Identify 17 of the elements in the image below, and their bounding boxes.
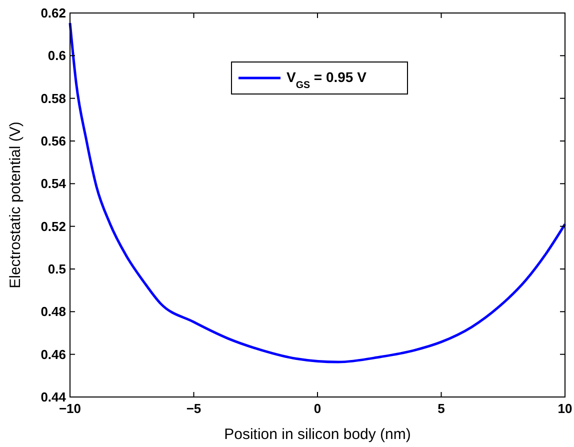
y-tick-label: 0.46 — [40, 346, 66, 362]
y-axis-title: Electrostatic potential (V) — [7, 122, 24, 288]
legend-label: V$_{GS}$ = 0.95 V — [286, 69, 368, 90]
y-tick-label: 0.6 — [48, 48, 66, 64]
y-tick-label: 0.52 — [40, 218, 66, 234]
y-tick-label: 0.48 — [40, 304, 66, 320]
y-tick-label: 0.58 — [40, 90, 66, 106]
x-tick-label: 10 — [558, 401, 572, 416]
y-tick-label: 0.5 — [48, 262, 66, 276]
line-series — [68, 22, 566, 364]
x-tick-label: −5 — [186, 401, 202, 416]
x-axis-title: Position in silicon body (nm) — [224, 426, 411, 443]
x-tick-label: 0 — [314, 401, 322, 416]
y-tick-label: 0.56 — [40, 134, 66, 148]
y-tick-label: 0.54 — [40, 176, 67, 192]
y-tick-label: 0.62 — [40, 6, 66, 20]
x-tick-label: 5 — [438, 401, 445, 416]
